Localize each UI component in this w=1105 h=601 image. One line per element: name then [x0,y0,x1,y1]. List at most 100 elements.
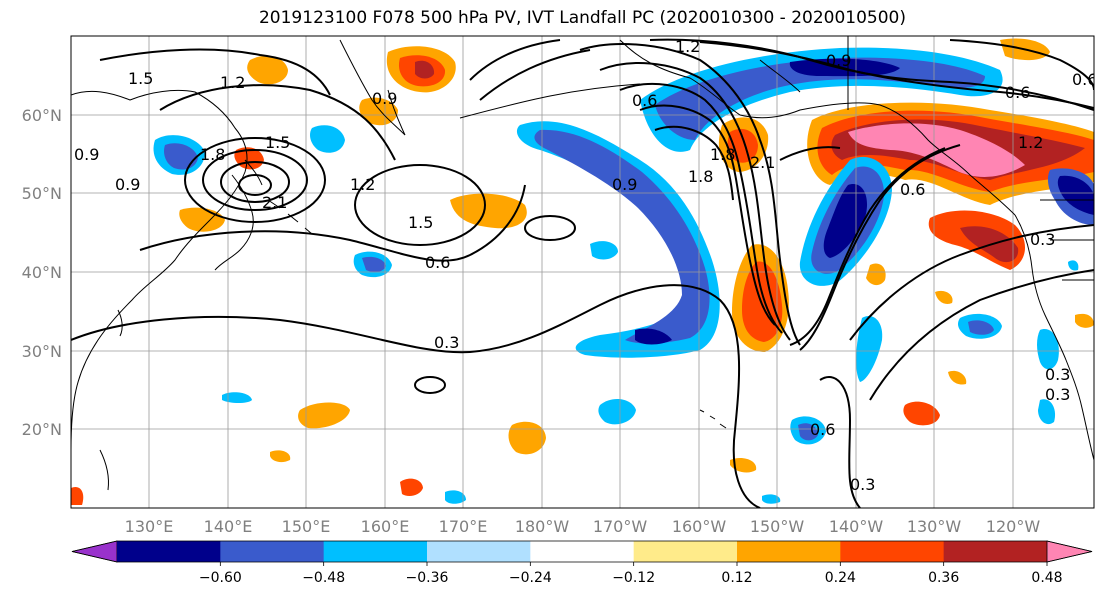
ivt-negative-region [445,490,466,504]
lon-label: 130°W [907,517,962,536]
lon-label: 160°E [361,517,410,536]
colorbar-swatch [737,541,841,562]
colorbar-swatch [530,541,635,562]
ivt-negative-region [762,494,781,504]
contour-label: 1.2 [675,37,700,56]
lon-label: 140°E [204,517,253,536]
lon-label: 180°W [515,517,570,536]
contour-label: 0.6 [900,180,925,199]
ivt-positive-region [948,370,967,385]
ivt-negative-region [310,125,345,153]
contour-label: 1.8 [710,145,735,164]
contour-label-group: 1.5 1.2 0.9 0.9 1.8 2.1 1.5 1.2 1.5 0.6 … [74,37,1097,494]
lon-label: 130°E [125,517,174,536]
colorbar-tick-label: 0.48 [1031,570,1062,586]
lat-label-group: 60°N 50°N 40°N 30°N 20°N [22,106,62,439]
contour-label: 0.9 [826,51,851,70]
colorbar-extend-min [71,540,118,563]
contour-label: 0.3 [850,475,875,494]
ivt-negative-region [590,241,618,260]
ivt-negative-region [164,143,198,170]
colorbar-tick-label: −0.12 [612,570,655,586]
colorbar-outline [71,540,1093,563]
map-frame [70,35,1095,509]
contour-label: 1.8 [200,145,225,164]
contour-label: 0.6 [425,253,450,272]
contour-label: 0.3 [1030,230,1055,249]
lon-label: 170°W [593,517,648,536]
ivt-negative-region [222,392,252,403]
ivt-positive-region [848,123,1025,177]
contour-label: 0.3 [434,333,459,352]
ivt-negative-region [598,398,636,425]
lat-label: 40°N [22,263,62,282]
lon-label-group: 130°E 140°E 150°E 160°E 170°E 180°W 170°… [125,517,1041,536]
lat-label: 60°N [22,106,62,125]
contour-label: 0.3 [1045,365,1070,384]
colorbar-swatch [220,541,325,562]
contour-label: 1.2 [220,73,245,92]
contour-label: 1.5 [408,213,433,232]
lat-label: 50°N [22,184,62,203]
ivt-positive-region [247,55,288,85]
colorbar-swatch [117,541,221,562]
contour-label: 0.6 [810,420,835,439]
contour-label: 0.9 [612,175,637,194]
contour-label: 1.5 [265,133,290,152]
contour-label: 1.2 [1018,133,1043,152]
lon-label: 120°W [986,517,1041,536]
contour-label: 2.1 [750,153,775,172]
contour-label: 2.1 [262,193,287,212]
graticule [71,36,1094,508]
map-content: 1.5 1.2 0.9 0.9 1.8 2.1 1.5 1.2 1.5 0.6 … [71,36,1097,508]
contour-label: 1.8 [688,167,713,186]
lat-label: 30°N [22,342,62,361]
ivt-positive-region [903,401,940,426]
contour-label: 1.2 [350,175,375,194]
contour-label: 0.6 [1072,70,1097,89]
ivt-negative-region [635,328,672,345]
colorbar-tick-label: 0.36 [928,570,959,586]
contour-label: 0.3 [1045,385,1070,404]
lon-label: 140°W [829,517,884,536]
ivt-positive-region [71,486,84,505]
chart-title: 2019123100 F078 500 hPa PV, IVT Landfall… [258,8,906,28]
ivt-positive-region [1075,313,1094,328]
lon-label: 170°E [439,517,488,536]
colorbar-tick-label: −0.36 [406,570,449,586]
ivt-positive-region [450,193,527,229]
ivt-positive-region [935,290,953,304]
colorbar: −0.60 −0.48 −0.36 −0.24 −0.12 0.12 0.24 0.36 0.4… [71,540,1093,586]
ivt-negative-region [1068,260,1079,271]
ivt-negative-region [362,256,386,273]
contour-label: 0.6 [1005,83,1030,102]
ivt-positive-region [400,478,423,496]
colorbar-tick-label: −0.24 [509,570,552,586]
ivt-negative-region [798,423,818,441]
lon-label: 150°W [750,517,805,536]
contour-label: 0.9 [115,175,140,194]
ivt-negative-region [1057,175,1094,215]
ivt-positive-region [866,263,886,286]
contour-label: 1.5 [128,69,153,88]
ivt-negative-region [1038,399,1056,425]
colorbar-swatch [840,541,945,562]
colorbar-swatch [633,541,738,562]
ivt-positive-region [508,421,546,455]
contour-label: 0.6 [632,91,657,110]
colorbar-swatch [943,541,1048,562]
colorbar-extend-max [1046,540,1093,563]
colorbar-tick-label: −0.48 [302,570,345,586]
colorbar-tick-label: 0.24 [825,570,856,586]
coastlines [71,36,1094,491]
lon-label: 160°W [672,517,727,536]
lon-label: 150°E [282,517,331,536]
colorbar-swatch [427,541,531,562]
lat-label: 20°N [22,420,62,439]
ivt-positive-region [270,450,291,463]
ivt-positive-region [730,458,757,473]
contour-label: 0.9 [74,145,99,164]
colorbar-tick-label: 0.12 [721,570,752,586]
ivt-negative-region [856,316,883,382]
